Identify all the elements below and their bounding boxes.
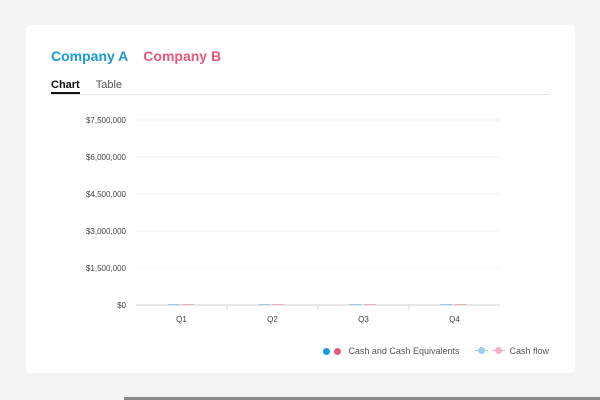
scroll-indicator: [124, 397, 600, 400]
bar-chart: $0 $1,500,000 $3,000,000 $4,500,000 $6,000,0…: [86, 116, 500, 324]
chart-legend: Cash and Cash Equivalents Cash flow: [323, 346, 549, 356]
bar-company-b[interactable]: [181, 304, 194, 305]
bar-company-a[interactable]: [258, 304, 271, 305]
y-tick-label: $3,000,000: [86, 227, 127, 236]
x-axis: Q1 Q2 Q3 Q4: [176, 305, 460, 324]
bar-company-b[interactable]: [272, 304, 285, 305]
legend-label-cash-flow: Cash flow: [509, 346, 549, 356]
x-tick-label: Q3: [358, 315, 369, 324]
legend-dot-company-b: [334, 347, 342, 355]
y-tick-label: $1,500,000: [86, 264, 127, 273]
legend-cash-flow[interactable]: Cash flow: [475, 346, 549, 356]
legend-label-cash-equivalents: Cash and Cash Equivalents: [348, 346, 460, 356]
x-tick-label: Q4: [449, 315, 460, 324]
bar-company-b[interactable]: [363, 304, 376, 305]
x-tick-label: Q1: [176, 315, 187, 324]
bar-company-a[interactable]: [349, 304, 362, 305]
tab-table[interactable]: Table: [95, 79, 123, 91]
y-tick-label: $4,500,000: [86, 190, 127, 199]
legend-line-company-a: [475, 347, 489, 355]
chart-gridlines: [136, 119, 500, 306]
bar-company-a[interactable]: [440, 304, 453, 305]
tab-chart[interactable]: Chart: [51, 79, 80, 94]
y-tick-label: $0: [117, 301, 126, 310]
legend-dot-company-a: [323, 347, 331, 355]
y-tick-label: $6,000,000: [86, 153, 127, 162]
company-selector: Company A Company B: [51, 48, 221, 64]
legend-line-company-b: [492, 347, 506, 355]
x-tick-label: Q2: [267, 315, 278, 324]
y-axis-ticks: $0 $1,500,000 $3,000,000 $4,500,000 $6,000,0…: [86, 116, 127, 310]
company-b-toggle[interactable]: Company B: [143, 48, 222, 64]
bar-company-b[interactable]: [454, 304, 467, 305]
bar-company-a[interactable]: [167, 304, 180, 305]
y-tick-label: $7,500,000: [86, 116, 127, 125]
legend-cash-equivalents[interactable]: Cash and Cash Equivalents: [323, 346, 459, 356]
chart-bars: [167, 304, 467, 305]
chart-card: Company A Company B Chart Table $0 $1,500…: [26, 25, 575, 373]
view-tabs: Chart Table: [51, 79, 550, 95]
company-a-toggle[interactable]: Company A: [51, 48, 129, 64]
